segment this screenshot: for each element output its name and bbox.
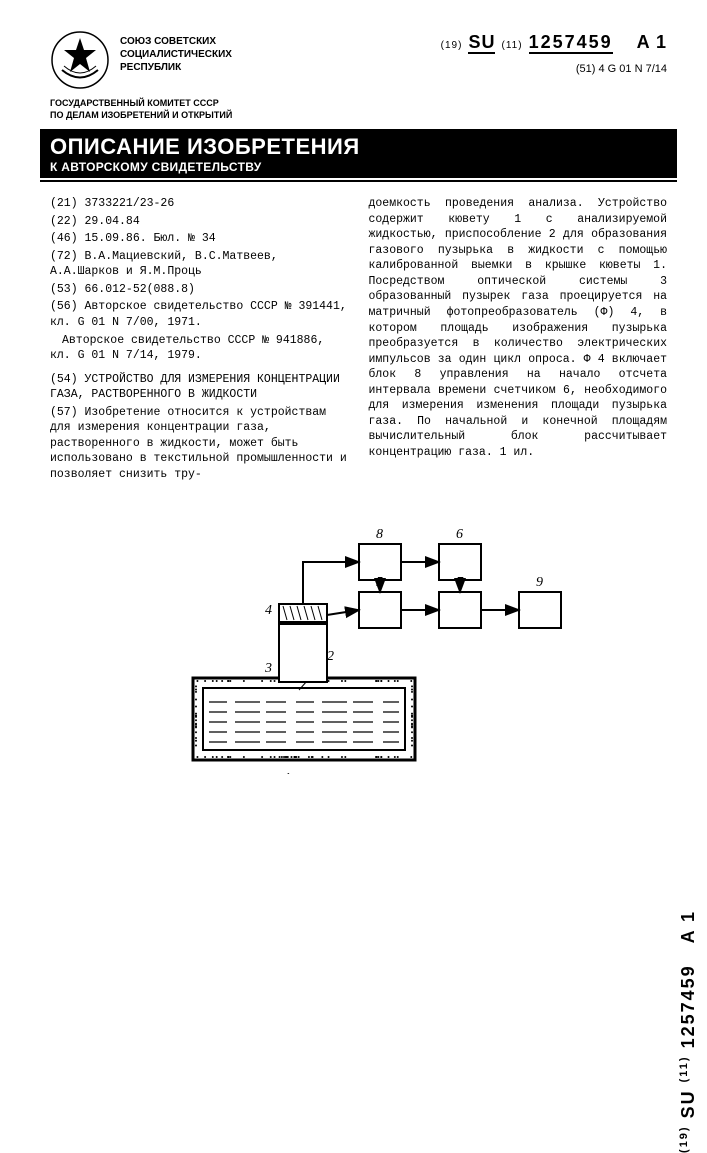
right-column: доемкость проведения анализа. Устройство… <box>369 196 668 484</box>
svg-text:1: 1 <box>284 771 291 774</box>
svg-text:3: 3 <box>264 661 272 676</box>
field-56-ref-2: Авторское свидетельство СССР № 941886, к… <box>50 333 349 364</box>
side-label: (19) SU (11) 1257459 A 1 <box>678 910 699 1153</box>
field-46: (46) 15.09.86. Бюл. № 34 <box>50 231 349 247</box>
code-prefix-11: (11) <box>502 40 523 51</box>
svg-text:6: 6 <box>456 527 463 542</box>
code-prefix-19: (19) <box>441 40 463 51</box>
left-column: (21) 3733221/23-26 (22) 29.04.84 (46) 15… <box>50 196 349 484</box>
svg-text:2: 2 <box>327 649 334 664</box>
field-57-abstract-left: (57) Изобретение относится к устройствам… <box>50 405 349 483</box>
field-21: (21) 3733221/23-26 <box>50 196 349 212</box>
union-line-2: СОЦИАЛИСТИЧЕСКИХ <box>120 48 232 61</box>
abstract-continued: доемкость проведения анализа. Устройство… <box>369 196 668 460</box>
union-line-1: СОЮЗ СОВЕТСКИХ <box>120 35 232 48</box>
field-53: (53) 66.012-52(088.8) <box>50 282 349 298</box>
figure-1: 1 2 3 4 5 6 7 8 9 <box>50 504 667 774</box>
union-name: СОЮЗ СОВЕТСКИХ СОЦИАЛИСТИЧЕСКИХ РЕСПУБЛИ… <box>120 30 232 74</box>
svg-text:8: 8 <box>376 527 383 542</box>
ussr-emblem-icon <box>50 30 110 90</box>
field-72-authors: (72) В.А.Мациевский, В.С.Матвеев, А.А.Ша… <box>50 249 349 280</box>
document-subtitle: К АВТОРСКОМУ СВИДЕТЕЛЬСТВУ <box>50 160 667 174</box>
union-line-3: РЕСПУБЛИК <box>120 61 232 74</box>
field-22: (22) 29.04.84 <box>50 214 349 230</box>
country-code: SU <box>468 32 495 54</box>
committee-name: ГОСУДАРСТВЕННЫЙ КОМИТЕТ СССР ПО ДЕЛАМ ИЗ… <box>50 98 667 121</box>
title-bar: ОПИСАНИЕ ИЗОБРЕТЕНИЯ К АВТОРСКОМУ СВИДЕТ… <box>40 129 677 178</box>
committee-line-2: ПО ДЕЛАМ ИЗОБРЕТЕНИЙ И ОТКРЫТИЙ <box>50 110 667 122</box>
two-column-body: (21) 3733221/23-26 (22) 29.04.84 (46) 15… <box>50 196 667 484</box>
field-54-title: (54) УСТРОЙСТВО ДЛЯ ИЗМЕРЕНИЯ КОНЦЕНТРАЦ… <box>50 372 349 403</box>
svg-text:7: 7 <box>456 575 464 590</box>
document-title: ОПИСАНИЕ ИЗОБРЕТЕНИЯ <box>50 134 667 160</box>
divider <box>40 180 677 182</box>
patent-number: 1257459 <box>529 32 613 54</box>
svg-text:5: 5 <box>376 575 383 590</box>
svg-text:4: 4 <box>265 603 272 618</box>
ipc-code: G 01 N 7/14 <box>608 63 667 75</box>
ipc-prefix: (51) 4 <box>576 63 605 75</box>
document-number-block: (19) SU (11) 1257459 A 1 (51) 4 G 01 N 7… <box>441 30 667 75</box>
kind-code: A 1 <box>637 32 667 52</box>
svg-text:9: 9 <box>536 575 543 590</box>
field-56-ref-1: (56) Авторское свидетельство СССР № 3914… <box>50 299 349 330</box>
committee-line-1: ГОСУДАРСТВЕННЫЙ КОМИТЕТ СССР <box>50 98 667 110</box>
